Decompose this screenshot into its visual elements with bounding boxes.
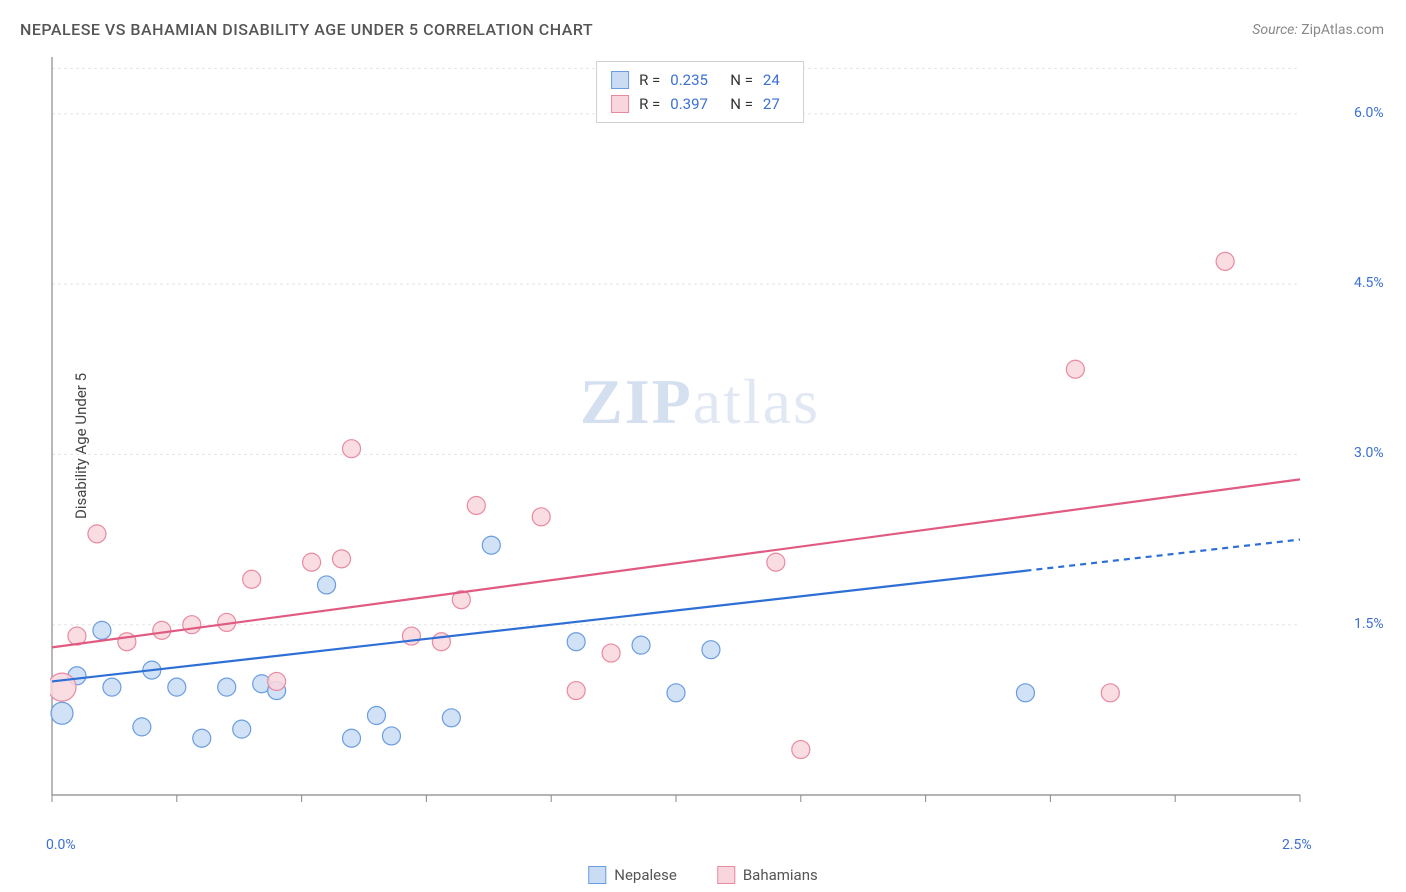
chart-title: NEPALESE VS BAHAMIAN DISABILITY AGE UNDE… xyxy=(20,20,593,39)
source-name: ZipAtlas.com xyxy=(1301,22,1384,38)
legend-item-nepalese: Nepalese xyxy=(588,866,677,884)
plot-svg xyxy=(50,55,1350,825)
r-value-nepalese: 0.235 xyxy=(670,68,720,92)
stats-row-bahamians: R = 0.397 N = 27 xyxy=(611,92,789,116)
source-label: Source: xyxy=(1252,22,1297,38)
stats-row-nepalese: R = 0.235 N = 24 xyxy=(611,68,789,92)
n-value-nepalese: 24 xyxy=(763,68,789,92)
legend-swatch-bahamians xyxy=(717,866,735,884)
swatch-bahamians xyxy=(611,95,629,113)
y-tick-label: 6.0% xyxy=(1354,105,1384,121)
bottom-legend: Nepalese Bahamians xyxy=(588,866,817,884)
r-label: R = xyxy=(639,68,660,92)
y-tick-label: 3.0% xyxy=(1354,445,1384,461)
legend-label-bahamians: Bahamians xyxy=(743,866,818,884)
legend-label-nepalese: Nepalese xyxy=(614,866,677,884)
r-label: R = xyxy=(639,92,660,116)
scatter-plot: R = 0.235 N = 24 R = 0.397 N = 27 ZIPatl… xyxy=(50,55,1350,825)
r-value-bahamians: 0.397 xyxy=(670,92,720,116)
x-tick-label: 2.5% xyxy=(1282,837,1312,853)
n-value-bahamians: 27 xyxy=(763,92,789,116)
y-tick-label: 4.5% xyxy=(1354,275,1384,291)
n-label: N = xyxy=(730,92,753,116)
legend-item-bahamians: Bahamians xyxy=(717,866,818,884)
x-tick-label: 0.0% xyxy=(46,837,76,853)
n-label: N = xyxy=(730,68,753,92)
legend-swatch-nepalese xyxy=(588,866,606,884)
y-tick-label: 1.5% xyxy=(1354,616,1384,632)
source-credit: Source: ZipAtlas.com xyxy=(1252,22,1384,38)
stats-legend-box: R = 0.235 N = 24 R = 0.397 N = 27 xyxy=(596,61,804,123)
swatch-nepalese xyxy=(611,71,629,89)
